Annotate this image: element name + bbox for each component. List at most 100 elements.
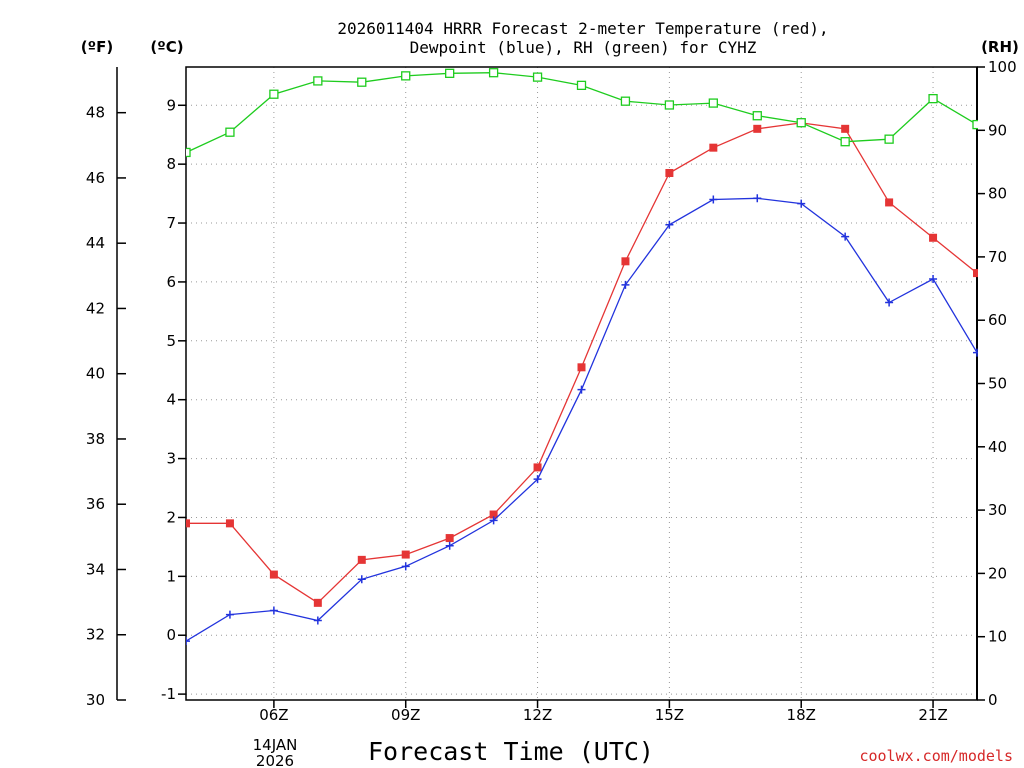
rh-point — [664, 100, 675, 110]
temperature-point — [401, 550, 410, 559]
rh-point — [532, 72, 543, 82]
dewpoint-point — [533, 475, 542, 484]
temperature-point — [533, 463, 542, 472]
rh-point — [840, 137, 850, 147]
rh-point — [708, 98, 718, 108]
rh-tick-label: 50 — [988, 375, 1007, 393]
rh-point — [752, 111, 762, 121]
x-tick-label: 06Z — [259, 706, 288, 724]
rh-point — [884, 134, 894, 144]
celsius-tick-label: 7 — [166, 214, 176, 232]
temperature-point — [885, 198, 894, 207]
series-rh — [186, 68, 978, 158]
fahrenheit-tick-label: 32 — [86, 626, 105, 644]
rh-point — [620, 96, 631, 106]
dewpoint-point — [885, 298, 894, 307]
dewpoint-point — [313, 616, 322, 625]
rh-point — [488, 68, 499, 78]
fahrenheit-tick-label: 34 — [86, 560, 105, 578]
celsius-tick-label: 0 — [166, 626, 176, 644]
fahrenheit-tick-label: 38 — [86, 430, 105, 448]
rh-tick-label: 30 — [988, 501, 1007, 519]
dewpoint-point — [401, 562, 410, 571]
rh-point — [401, 71, 411, 81]
fahrenheit-tick-label: 40 — [86, 365, 105, 383]
x-tick-label: 18Z — [787, 706, 816, 724]
rh-point — [796, 118, 806, 128]
dewpoint-point — [929, 274, 938, 283]
credit-text: coolwx.com/models — [859, 747, 1013, 765]
dewpoint-point — [577, 385, 586, 394]
dewpoint-point — [186, 637, 190, 646]
celsius-tick-label: 6 — [166, 273, 176, 291]
temperature-point — [621, 257, 630, 266]
fahrenheit-tick-label: 46 — [86, 169, 105, 187]
rh-point — [313, 76, 323, 86]
dewpoint-point — [841, 232, 850, 241]
temperature-point — [709, 143, 718, 152]
fahrenheit-tick-label: 36 — [86, 495, 105, 513]
dewpoint-point — [489, 516, 498, 525]
series-dewpoint — [186, 194, 978, 646]
celsius-tick-label: 4 — [166, 391, 176, 409]
dewpoint-point — [797, 199, 806, 208]
rh-point — [225, 127, 235, 137]
x-tick-label: 21Z — [918, 706, 947, 724]
fahrenheit-tick-label: 48 — [86, 104, 105, 122]
date-label-day: 14JAN — [253, 736, 298, 754]
dewpoint-point — [621, 280, 630, 289]
rh-tick-label: 0 — [988, 691, 998, 709]
temperature-point — [753, 124, 762, 133]
grid-lines — [186, 67, 977, 700]
date-label-year: 2026 — [256, 752, 294, 768]
temperature-line — [186, 122, 978, 604]
temperature-point — [929, 233, 938, 242]
x-tick-label: 12Z — [523, 706, 552, 724]
rh-tick-label: 90 — [988, 121, 1007, 139]
rh-point — [357, 77, 367, 87]
temperature-point — [225, 519, 234, 528]
temperature-point — [577, 363, 586, 372]
dewpoint-point — [225, 610, 234, 619]
rh-tick-label: 10 — [988, 628, 1007, 646]
rh-tick-label: 20 — [988, 564, 1007, 582]
temperature-point — [973, 269, 978, 278]
chart-title-line2: Dewpoint (blue), RH (green) for CYHZ — [410, 38, 757, 57]
fahrenheit-unit-label: (ºF) — [81, 38, 113, 56]
x-tick-label: 09Z — [391, 706, 420, 724]
dewpoint-point — [973, 348, 978, 357]
rh-tick-label: 80 — [988, 185, 1007, 203]
rh-point — [972, 119, 978, 130]
fahrenheit-tick-label: 30 — [86, 691, 105, 709]
rh-point — [186, 147, 191, 158]
celsius-tick-label: 9 — [166, 96, 176, 114]
temperature-point — [313, 598, 322, 607]
plot-frame — [185, 66, 978, 701]
dewpoint-point — [357, 575, 366, 584]
temperature-point — [489, 510, 498, 519]
data-series — [186, 68, 978, 646]
celsius-tick-label: 5 — [166, 332, 176, 350]
dewpoint-point — [445, 541, 454, 550]
celsius-tick-label: 8 — [166, 155, 176, 173]
temperature-point — [665, 168, 674, 177]
rh-tick-label: 60 — [988, 311, 1007, 329]
temperature-point — [445, 534, 454, 543]
rh-point — [445, 68, 455, 78]
dewpoint-point — [665, 220, 674, 229]
rh-tick-label: 100 — [988, 58, 1017, 76]
celsius-tick-label: 2 — [166, 508, 176, 526]
celsius-tick-label: -1 — [161, 685, 176, 703]
x-tick-label: 15Z — [655, 706, 684, 724]
chart-title-line1: 2026011404 HRRR Forecast 2-meter Tempera… — [337, 19, 828, 38]
rh-tick-label: 40 — [988, 438, 1007, 456]
rh-point — [928, 94, 938, 104]
fahrenheit-tick-label: 44 — [86, 234, 105, 252]
rh-unit-label: (RH) — [981, 38, 1019, 56]
x-axis-title: Forecast Time (UTC) — [368, 737, 654, 766]
temperature-point — [269, 570, 278, 579]
celsius-tick-label: 1 — [166, 567, 176, 585]
rh-tick-label: 70 — [988, 248, 1007, 266]
celsius-unit-label: (ºC) — [150, 38, 183, 56]
